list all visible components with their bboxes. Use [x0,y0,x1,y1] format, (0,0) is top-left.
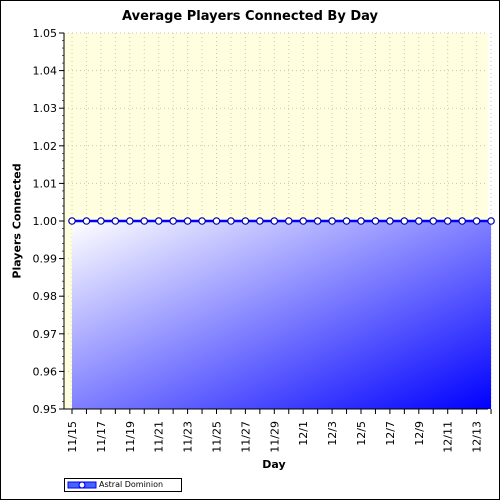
data-point [140,217,149,225]
data-point [169,217,177,225]
data-point [429,217,438,225]
x-tick-label: 11/21 [153,421,166,453]
data-point [111,217,120,225]
y-tick-label: 0.97 [33,328,58,341]
data-point [371,217,380,225]
data-point [284,217,293,225]
data-point [82,217,91,225]
data-point [487,217,495,225]
x-tick-label: 12/9 [413,421,426,446]
y-tick-label: 1.04 [33,65,58,78]
data-point [299,217,308,225]
data-point [97,217,105,225]
y-tick-labels: 0.95 0.96 0.97 0.98 0.99 1.00 1.01 1.02 1.03 1.04… [33,27,58,416]
data-point [183,217,192,225]
data-point [357,217,365,225]
x-tick-label: 11/25 [211,421,224,453]
data-point [227,217,235,225]
y-axis-label: Players Connected [10,163,24,279]
data-point [241,217,250,225]
data-point [198,217,206,225]
y-tick-label: 0.95 [33,403,58,416]
x-tick-label: 12/3 [326,421,339,446]
x-tick-label: 11/29 [268,421,281,453]
data-point [154,217,163,225]
y-tick-label: 1.02 [33,140,58,153]
data-point [313,217,322,225]
legend-label: Astral Dominion [99,480,164,489]
x-tick-labels: 11/15 11/17 11/19 11/21 11/23 11/25 11/27 11/29… [66,421,484,453]
data-point [270,217,279,225]
x-tick-label: 12/1 [297,421,310,446]
x-tick-label: 12/5 [355,421,368,446]
y-tick-label: 1.01 [33,177,58,190]
legend-swatch [67,481,97,489]
data-point [68,217,76,225]
data-point [414,217,423,225]
y-tick-label: 1.03 [33,102,58,115]
series-layer [68,217,495,225]
x-axis-label: Day [262,458,286,471]
data-point [472,217,481,225]
data-point [458,217,466,225]
x-tick-label: 12/13 [471,421,484,453]
data-point [400,217,409,225]
area-layer [72,221,492,409]
legend: Astral Dominion [64,478,182,492]
x-tick-label: 11/15 [66,421,79,453]
x-tick-label: 11/17 [95,421,108,453]
data-point [126,217,134,225]
x-tick-label: 12/7 [384,421,397,446]
x-tick-label: 12/11 [442,421,455,453]
data-point [342,217,351,225]
y-tick-label: 1.05 [33,27,58,40]
data-point [256,217,264,225]
data-point [328,217,336,225]
y-tick-label: 0.96 [33,365,58,378]
x-tick-label: 11/23 [182,421,195,453]
x-tick-label: 11/27 [239,421,252,453]
x-tick-label: 11/19 [124,421,137,453]
data-point [386,217,394,225]
data-point [443,217,452,225]
series-area [72,221,492,409]
axis-layer [59,32,492,414]
y-tick-label: 0.98 [33,290,58,303]
y-tick-label: 1.00 [33,215,58,228]
chart-title: Average Players Connected By Day [122,9,378,24]
data-point [212,217,221,225]
y-tick-label: 0.99 [33,253,58,266]
